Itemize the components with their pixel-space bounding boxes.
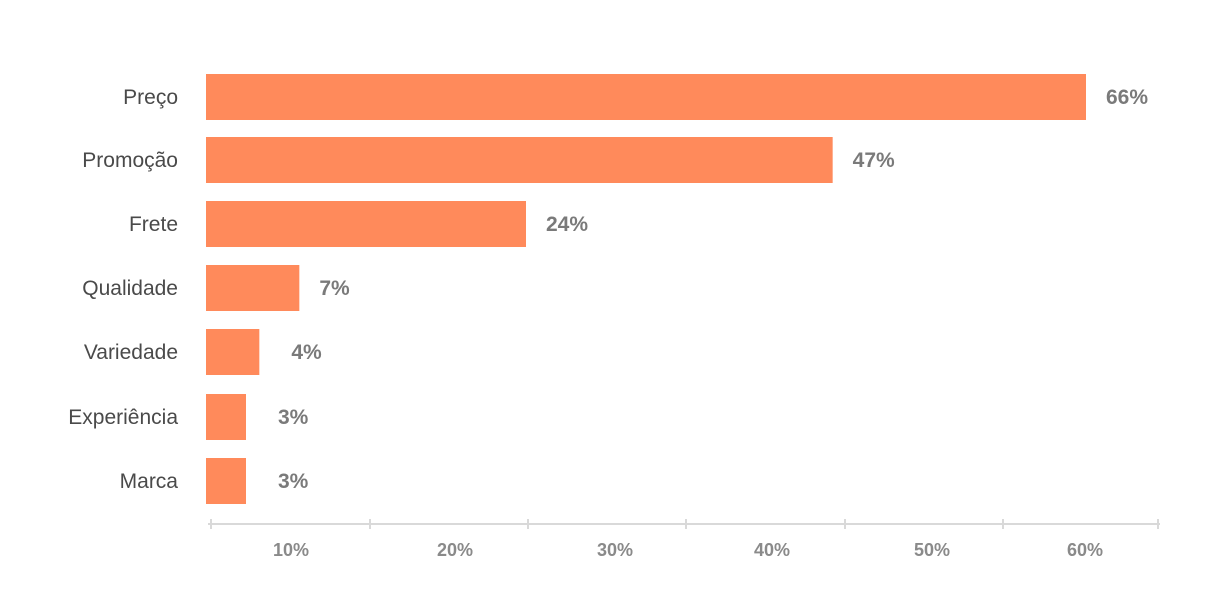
x-tick-label: 10% <box>273 540 309 560</box>
x-tick-label: 40% <box>754 540 790 560</box>
bar-qualidade <box>206 265 300 311</box>
value-label-preco: 66% <box>1106 86 1148 109</box>
value-label-variedade: 4% <box>291 341 322 364</box>
bar-preco <box>206 74 1086 120</box>
value-label-marca: 3% <box>278 470 309 493</box>
bar-frete <box>206 201 526 247</box>
bar-marca <box>206 458 246 504</box>
x-tick-label: 50% <box>914 540 950 560</box>
x-tick-label: 30% <box>597 540 633 560</box>
category-label-variedade: Variedade <box>84 341 178 364</box>
bar-promocao <box>206 137 833 183</box>
value-label-frete: 24% <box>546 213 588 236</box>
category-label-promocao: Promoção <box>82 149 178 172</box>
category-label-experiencia: Experiência <box>68 406 178 429</box>
category-label-preco: Preço <box>123 86 178 109</box>
x-axis: 10% 20% 30% 40% 50% 60% <box>208 519 1160 560</box>
bar-variedade <box>206 329 260 375</box>
category-label-marca: Marca <box>120 470 179 493</box>
value-label-experiencia: 3% <box>278 406 309 429</box>
category-label-frete: Frete <box>129 213 178 236</box>
x-tick-label: 60% <box>1067 540 1103 560</box>
bars-group: Preço 66% Promoção 47% Frete 24% Qualidade 7% Va… <box>68 74 1148 504</box>
x-tick-label: 20% <box>437 540 473 560</box>
value-label-qualidade: 7% <box>319 277 350 300</box>
category-label-qualidade: Qualidade <box>82 277 178 300</box>
bar-experiencia <box>206 394 246 440</box>
value-label-promocao: 47% <box>853 149 895 172</box>
